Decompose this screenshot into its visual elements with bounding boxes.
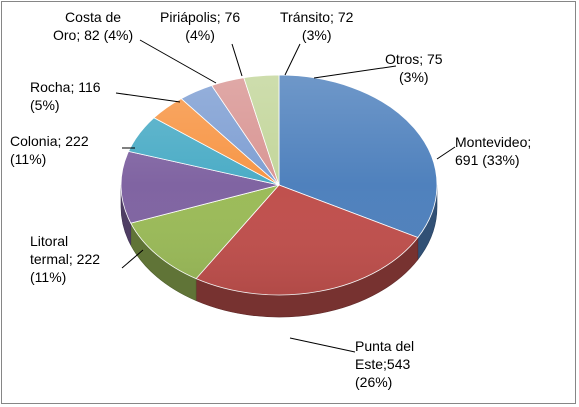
data-label-colonia: Colonia; 222 (11%) xyxy=(10,133,89,167)
leader-line-costa-de-oro xyxy=(139,39,217,84)
data-label-litoral-termal: Litoral termal; 222 (11%) xyxy=(30,233,101,285)
data-label-transito: Tránsito; 72 (3%) xyxy=(280,9,354,43)
data-label-punta-del-este: Punta del Este;543 (26%) xyxy=(355,338,415,390)
data-label-montevideo: Montevideo; 691 (33%) xyxy=(455,134,532,168)
leader-line-piriapolis xyxy=(231,43,243,77)
leader-line-litoral-termal xyxy=(121,249,144,269)
data-label-otros: Otros; 75 (3%) xyxy=(385,51,443,85)
leader-line-rocha xyxy=(115,92,181,103)
leader-line-otros xyxy=(313,65,397,79)
leader-line-montevideo xyxy=(436,146,456,160)
leader-line-punta-del-este xyxy=(289,337,356,353)
leader-line-transito xyxy=(284,43,301,76)
pie-sheen xyxy=(121,75,437,295)
data-label-rocha: Rocha; 116 (5%) xyxy=(30,79,101,113)
data-label-piriapolis: Piriápolis; 76 (4%) xyxy=(160,9,241,43)
data-label-costa-de-oro: Costa de Oro; 82 (4%) xyxy=(53,9,134,43)
